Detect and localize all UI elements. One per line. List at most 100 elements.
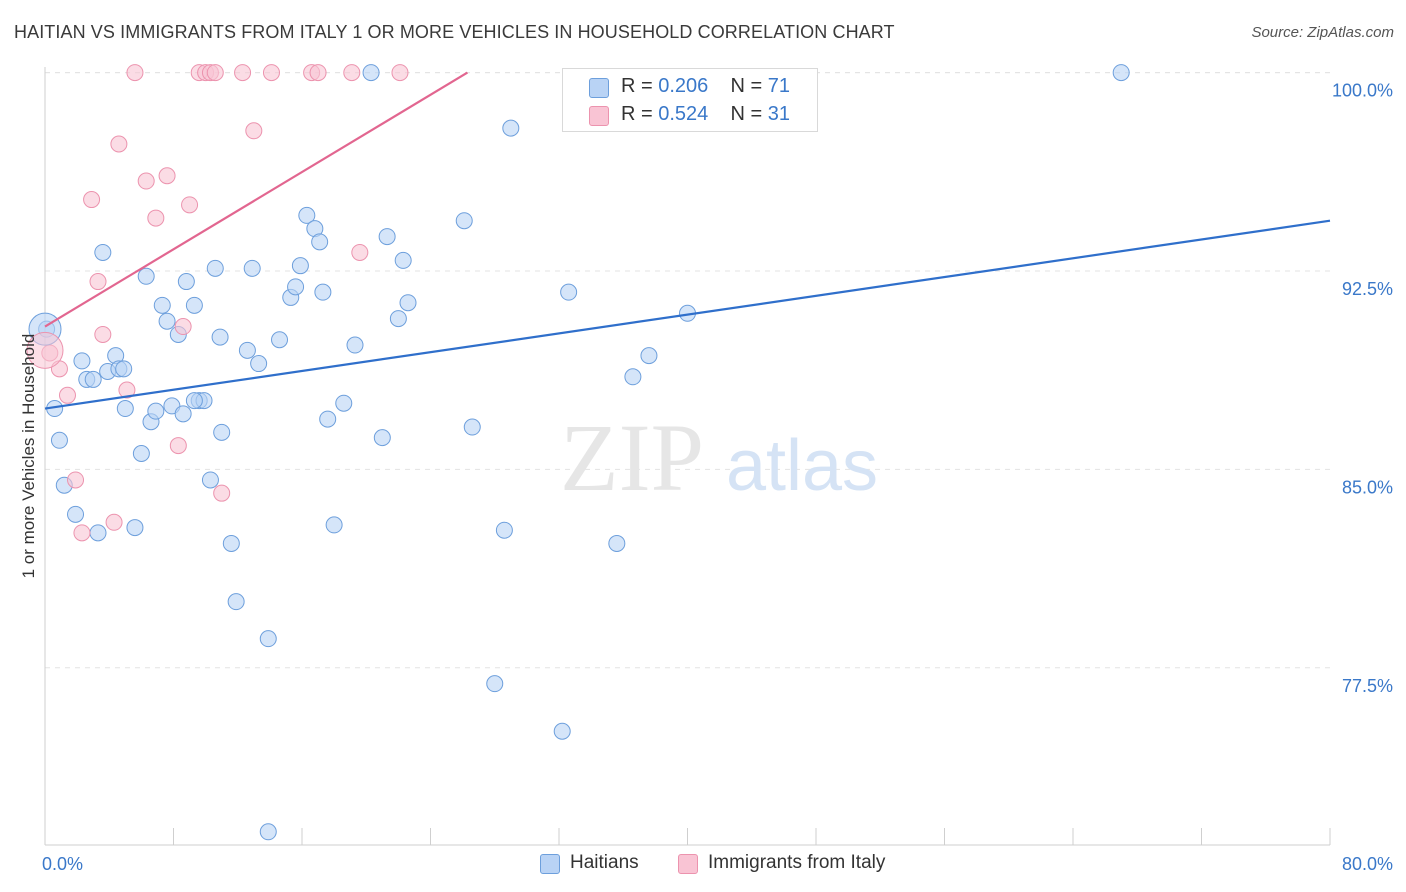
y-axis-title: 1 or more Vehicles in Household [19,334,38,579]
haitian-point [211,328,229,346]
italy-point [73,524,91,542]
haitian-point [137,267,155,285]
source-label: Source: ZipAtlas.com [1251,24,1394,41]
haitian-point [185,392,203,410]
haitian-point [335,394,353,412]
haitian-point [227,593,245,611]
haitian-point [206,259,224,277]
haitian-point [362,64,380,82]
trend-layer [44,71,1331,410]
legend-n-value: 31 [767,103,791,125]
y-tick-label: 77.5% [1342,676,1393,696]
haitian-point [94,243,112,261]
label-layer: 100.0% 92.5% 85.0% 77.5% 0.0% 80.0% 1 or more … [19,81,1393,874]
haitian-point [153,296,171,314]
haitian-point [298,206,316,224]
legend-r-label: R = [621,103,659,125]
italy-point [94,325,112,343]
italy-point [126,64,144,82]
legend-swatch-italy [589,106,609,126]
legend-n-label: N = [730,103,768,125]
italy-point [206,64,224,82]
haitian-point [84,370,102,388]
legend-text-haitians: R = 0.206 N = 71 [621,75,790,98]
legend-n-label: N = [730,75,768,97]
italy-point [58,386,76,404]
haitian-point [271,331,289,349]
italy-point [137,172,155,190]
axis-layer [44,67,1331,846]
bottom-legend-swatch-italy [678,854,698,874]
italy-point-large [26,331,64,369]
italy-point [245,122,263,140]
italy-point [110,135,128,153]
haitian-point [222,534,240,552]
haitian-point [259,823,277,841]
correlation-legend: R = 0.206 N = 71 R = 0.524 N = 31 [562,68,818,132]
italy-point [391,64,409,82]
legend-text-italy: R = 0.524 N = 31 [621,103,790,126]
legend-row-haitians: R = 0.206 N = 71 [563,71,817,101]
haitian-point [1112,64,1130,82]
haitian-point [213,423,231,441]
haitian-trend-line [44,219,1331,410]
bottom-legend-label-haitians: Haitians [570,852,639,873]
bottom-legend-swatch-haitians [540,854,560,874]
haitian-point [287,278,305,296]
italy-point [309,64,327,82]
haitian-point [486,675,504,693]
y-tick-label: 100.0% [1332,81,1393,101]
haitian-point [116,400,134,418]
legend-r-value: 0.524 [658,103,709,125]
italy-point [89,273,107,291]
haitian-point [463,418,481,436]
italy-point [351,243,369,261]
haitian-point [311,233,329,251]
legend-r-value: 0.206 [658,75,709,97]
italy-point [118,381,136,399]
bottom-legend-label-italy: Immigrants from Italy [708,852,886,873]
haitian-point [399,294,417,312]
legend-n-value: 71 [767,75,791,97]
italy-point [181,196,199,214]
haitian-point [394,251,412,269]
watermark-atlas: atlas [726,426,878,506]
haitian-point [346,336,364,354]
haitian-point [624,368,642,386]
haitian-point [250,355,268,373]
haitian-point [314,283,332,301]
haitian-point [132,445,150,462]
haitian-point [502,119,520,137]
legend-row-italy: R = 0.524 N = 31 [563,99,817,129]
haitian-point [325,516,343,534]
haitian-point [50,431,68,449]
points-layer [26,64,1130,841]
y-tick-label: 85.0% [1342,477,1393,497]
haitian-point [455,212,473,230]
haitian-point [389,310,407,328]
haitian-point [73,352,91,370]
haitian-point [319,410,337,428]
haitian-point [177,273,195,291]
haitian-point [67,505,85,523]
watermark: ZIP atlas [560,404,878,511]
italy-point [262,64,280,82]
legend-r-label: R = [621,75,659,97]
haitian-point [243,259,261,277]
italy-point [83,191,101,209]
italy-point [105,513,123,531]
haitian-point [115,360,133,378]
haitian-point [560,283,578,301]
haitian-point [553,722,571,740]
haitian-point [608,534,626,552]
haitian-point [291,257,309,275]
legend-swatch-haitians [589,78,609,98]
haitian-point [378,228,396,246]
haitian-point [89,524,107,542]
haitian-point [185,296,203,314]
x-tick-label: 0.0% [42,854,83,874]
y-tick-label: 92.5% [1342,279,1393,299]
haitian-point [126,519,144,537]
italy-point [213,484,231,502]
haitian-point [238,341,256,359]
